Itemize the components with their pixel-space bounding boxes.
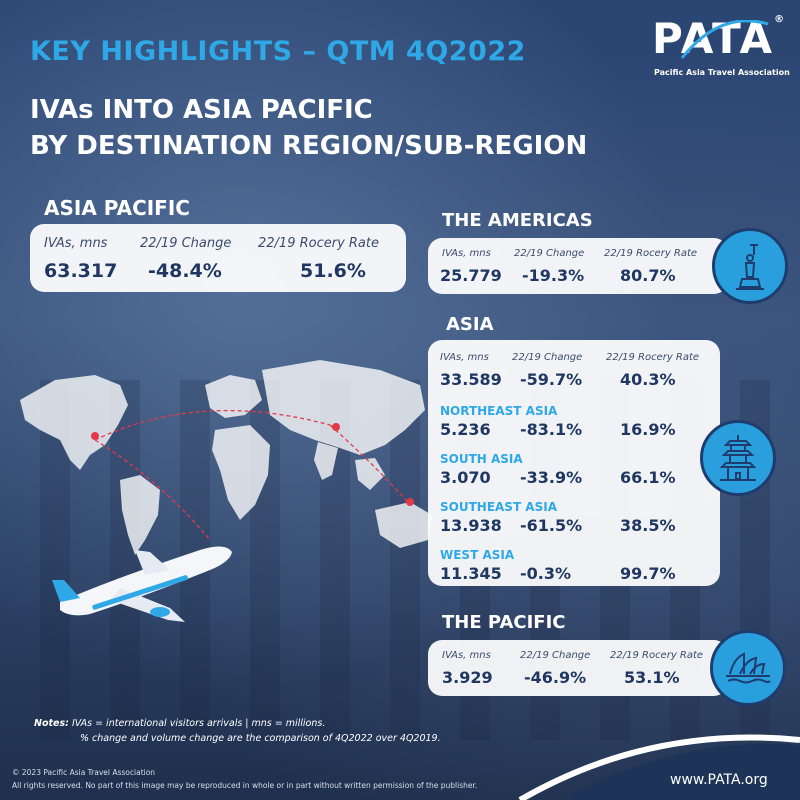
- map-pin-asia: [332, 423, 340, 431]
- recovery-label: 22/19 Rocery Rate: [610, 650, 704, 661]
- asia-pacific-card: IVAs, mns 22/19 Change 22/19 Rocery Rate…: [30, 224, 406, 292]
- change-label: 22/19 Change: [520, 650, 591, 661]
- recovery-label: 22/19 Rocery Rate: [604, 248, 698, 259]
- northeast-asia-change: -83.1%: [520, 420, 583, 439]
- notes-line-1: Notes: IVAs = international visitors arr…: [34, 718, 326, 729]
- northeast-asia-recovery: 16.9%: [620, 420, 676, 439]
- americas-recovery: 80.7%: [620, 266, 676, 285]
- statue-of-liberty-badge: [712, 228, 788, 304]
- pacific-ivas: 3.929: [442, 668, 493, 687]
- copyright-line: © 2023 Pacific Asia Travel Association: [12, 768, 156, 777]
- world-map: [20, 360, 432, 555]
- copyright: © 2023 Pacific Asia Travel Association A…: [12, 766, 572, 792]
- asia-pacific-ivas: 63.317: [44, 260, 118, 282]
- asia-heading: ASIA: [446, 314, 494, 335]
- map-asia: [262, 360, 425, 455]
- ivas-label: IVAs, mns: [440, 352, 489, 363]
- notes-label: Notes:: [34, 718, 69, 729]
- subtitle-line-2: BY DESTINATION REGION/SUB-REGION: [30, 131, 588, 161]
- subregion-name: WEST ASIA: [440, 548, 515, 562]
- southeast-asia-recovery: 38.5%: [620, 516, 676, 535]
- asia-ivas: 33.589: [440, 370, 502, 389]
- change-label: 22/19 Change: [514, 248, 585, 259]
- map-southeast-asia: [355, 458, 385, 490]
- change-label: 22/19 Change: [512, 352, 583, 363]
- pacific-heading: THE PACIFIC: [442, 612, 566, 633]
- notes-line-2: % change and volume change are the compa…: [80, 733, 441, 744]
- asia-pacific-heading: ASIA PACIFIC: [44, 196, 190, 220]
- subregion-name: SOUTHEAST ASIA: [440, 500, 557, 514]
- west-asia-recovery: 99.7%: [620, 564, 676, 583]
- pata-logo: PATA® Pacific Asia Travel Association: [652, 14, 790, 84]
- map-pin-pacific: [406, 498, 414, 506]
- page-subtitle: IVAs INTO ASIA PACIFIC BY DESTINATION RE…: [30, 92, 680, 164]
- west-asia-change: -0.3%: [520, 564, 572, 583]
- registered-mark: ®: [774, 14, 787, 25]
- map-australia: [375, 502, 432, 548]
- americas-heading: THE AMERICAS: [442, 210, 593, 231]
- map-south-america: [120, 475, 160, 555]
- map-north-america: [20, 375, 128, 470]
- map-africa: [212, 425, 270, 520]
- asia-pacific-change: -48.4%: [148, 260, 222, 282]
- asia-change: -59.7%: [520, 370, 583, 389]
- pacific-card: IVAs, mns 22/19 Change 22/19 Rocery Rate…: [428, 640, 728, 696]
- ivas-label: IVAs, mns: [44, 236, 108, 251]
- subregion-name: SOUTH ASIA: [440, 452, 523, 466]
- change-label: 22/19 Change: [140, 236, 232, 251]
- pagoda-icon: [719, 435, 757, 481]
- recovery-label: 22/19 Rocery Rate: [606, 352, 700, 363]
- airplane-illustration: [52, 546, 232, 622]
- asia-pacific-recovery: 51.6%: [300, 260, 366, 282]
- logo-tagline: Pacific Asia Travel Association: [654, 68, 790, 77]
- asia-recovery: 40.3%: [620, 370, 676, 389]
- subtitle-line-1: IVAs INTO ASIA PACIFIC: [30, 95, 373, 125]
- west-asia-ivas: 11.345: [440, 564, 502, 583]
- sydney-opera-house-badge: [710, 630, 786, 706]
- ivas-label: IVAs, mns: [442, 248, 491, 259]
- asia-card: IVAs, mns 22/19 Change 22/19 Rocery Rate…: [428, 340, 720, 586]
- pacific-change: -46.9%: [524, 668, 587, 687]
- logo-swoosh-icon: [680, 20, 769, 59]
- statue-of-liberty-icon: [736, 244, 764, 290]
- ivas-label: IVAs, mns: [442, 650, 491, 661]
- southeast-asia-change: -61.5%: [520, 516, 583, 535]
- pacific-recovery: 53.1%: [624, 668, 680, 687]
- south-asia-ivas: 3.070: [440, 468, 491, 487]
- south-asia-recovery: 66.1%: [620, 468, 676, 487]
- map-india: [314, 442, 338, 480]
- recovery-label: 22/19 Rocery Rate: [258, 236, 379, 251]
- subregion-name: NORTHEAST ASIA: [440, 404, 558, 418]
- website-link[interactable]: www.PATA.org: [670, 772, 768, 788]
- notes: Notes: IVAs = international visitors arr…: [34, 716, 594, 746]
- americas-card: IVAs, mns 22/19 Change 22/19 Rocery Rate…: [428, 238, 728, 294]
- northeast-asia-ivas: 5.236: [440, 420, 491, 439]
- map-europe: [205, 375, 262, 418]
- map-pin-americas: [91, 432, 99, 440]
- americas-change: -19.3%: [522, 266, 585, 285]
- pagoda-badge: [700, 420, 776, 496]
- rights-line: All rights reserved. No part of this ima…: [12, 781, 478, 790]
- page-title: KEY HIGHLIGHTS – QTM 4Q2022: [30, 36, 526, 67]
- americas-ivas: 25.779: [440, 266, 502, 285]
- southeast-asia-ivas: 13.938: [440, 516, 502, 535]
- sydney-opera-house-icon: [726, 652, 771, 684]
- south-asia-change: -33.9%: [520, 468, 583, 487]
